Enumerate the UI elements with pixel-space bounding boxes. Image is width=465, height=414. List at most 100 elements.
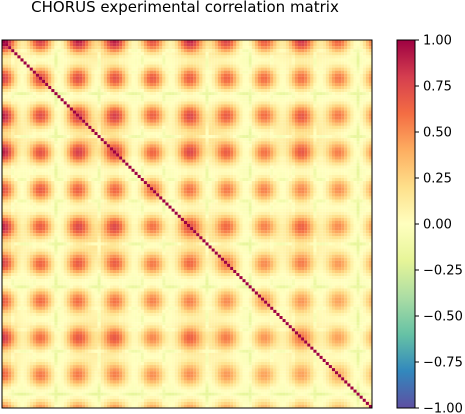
heatmap-cell — [326, 111, 329, 114]
heatmap-cell — [267, 77, 270, 80]
heatmap-cell — [24, 126, 27, 129]
heatmap-cell — [175, 126, 178, 129]
heatmap-cell — [67, 166, 70, 169]
heatmap-cell — [326, 92, 329, 95]
heatmap-cell — [181, 123, 184, 126]
heatmap-cell — [273, 117, 276, 120]
heatmap-cell — [320, 117, 323, 120]
heatmap-cell — [363, 74, 366, 77]
heatmap-cell — [286, 160, 289, 163]
heatmap-cell — [147, 89, 150, 92]
heatmap-cell — [162, 104, 165, 107]
heatmap-cell — [261, 58, 264, 61]
heatmap-cell — [310, 86, 313, 89]
heatmap-cell — [30, 46, 33, 49]
heatmap-cell — [212, 58, 215, 61]
heatmap-cell — [350, 77, 353, 80]
heatmap-cell — [150, 157, 153, 160]
heatmap-cell — [310, 157, 313, 160]
heatmap-cell — [357, 92, 360, 95]
heatmap-cell — [199, 126, 202, 129]
heatmap-cell — [125, 61, 128, 64]
heatmap-cell — [212, 61, 215, 64]
heatmap-cell — [184, 52, 187, 55]
heatmap-cell — [150, 107, 153, 110]
heatmap-cell — [267, 71, 270, 74]
heatmap-cell — [150, 129, 153, 132]
heatmap-cell — [21, 101, 24, 104]
heatmap-cell — [42, 135, 45, 138]
heatmap-cell — [273, 89, 276, 92]
heatmap-cell — [270, 132, 273, 135]
heatmap-cell — [280, 135, 283, 138]
heatmap-cell — [27, 49, 30, 52]
heatmap-cell — [17, 111, 20, 114]
heatmap-cell — [286, 98, 289, 101]
heatmap-cell — [236, 104, 239, 107]
heatmap-cell — [147, 129, 150, 132]
heatmap-cell — [246, 52, 249, 55]
heatmap-cell — [215, 120, 218, 123]
heatmap-cell — [61, 163, 64, 166]
heatmap-cell — [209, 95, 212, 98]
heatmap-cell — [264, 163, 267, 166]
heatmap-cell — [323, 52, 326, 55]
heatmap-cell — [51, 98, 54, 101]
heatmap-cell — [178, 83, 181, 86]
heatmap-cell — [196, 49, 199, 52]
heatmap-cell — [14, 65, 17, 68]
heatmap-cell — [264, 55, 267, 58]
heatmap-cell — [119, 132, 122, 135]
heatmap-cell — [187, 123, 190, 126]
heatmap-cell — [215, 43, 218, 46]
heatmap-cell — [39, 98, 42, 101]
heatmap-cell — [138, 92, 141, 95]
heatmap-cell — [326, 129, 329, 132]
heatmap-cell — [42, 132, 45, 135]
heatmap-cell — [104, 80, 107, 83]
heatmap-cell — [264, 101, 267, 104]
heatmap-cell — [292, 43, 295, 46]
heatmap-cell — [27, 126, 30, 129]
heatmap-cell — [341, 107, 344, 110]
heatmap-cell — [280, 71, 283, 74]
heatmap-cell — [153, 135, 156, 138]
heatmap-cell — [236, 153, 239, 156]
heatmap-cell — [132, 138, 135, 141]
heatmap-cell — [273, 163, 276, 166]
heatmap-cell — [48, 83, 51, 86]
heatmap-cell — [17, 141, 20, 144]
heatmap-cell — [14, 74, 17, 77]
heatmap-cell — [85, 61, 88, 64]
heatmap-cell — [267, 150, 270, 153]
heatmap-cell — [264, 46, 267, 49]
heatmap-cell — [21, 92, 24, 95]
heatmap-cell — [264, 77, 267, 80]
heatmap-cell — [162, 46, 165, 49]
heatmap-cell — [298, 123, 301, 126]
heatmap-cell — [8, 144, 11, 147]
heatmap-cell — [169, 86, 172, 89]
heatmap-cell — [132, 43, 135, 46]
heatmap-cell — [156, 111, 159, 114]
heatmap-cell — [206, 46, 209, 49]
heatmap-cell — [292, 92, 295, 95]
heatmap-cell — [21, 111, 24, 114]
heatmap-cell — [51, 86, 54, 89]
heatmap-cell — [17, 49, 20, 52]
heatmap-cell — [144, 65, 147, 68]
heatmap-cell — [125, 147, 128, 150]
heatmap-cell — [283, 52, 286, 55]
heatmap-cell — [286, 141, 289, 144]
heatmap-cell — [64, 49, 67, 52]
heatmap-cell — [11, 150, 14, 153]
heatmap-cell — [64, 95, 67, 98]
heatmap-cell — [85, 138, 88, 141]
heatmap-cell — [258, 107, 261, 110]
heatmap-cell — [224, 114, 227, 117]
heatmap-cell — [338, 126, 341, 129]
heatmap-cell — [162, 101, 165, 104]
heatmap-cell — [39, 150, 42, 153]
heatmap-cell — [270, 141, 273, 144]
heatmap-cell — [202, 52, 205, 55]
